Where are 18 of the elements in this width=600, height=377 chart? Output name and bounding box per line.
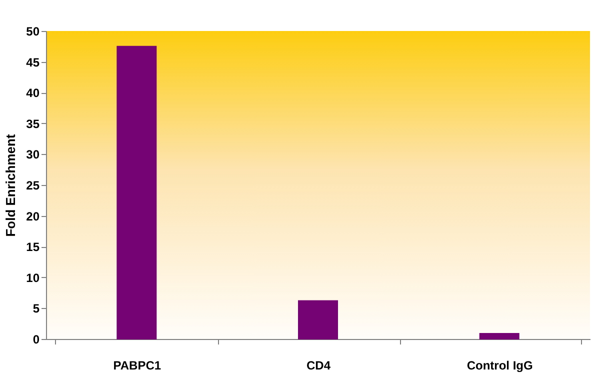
y-tick-label: 0 <box>32 332 40 346</box>
y-tick-label: 15 <box>26 240 40 254</box>
y-tick-label: 5 <box>32 302 40 316</box>
y-tick-label: 40 <box>26 86 40 100</box>
bar <box>116 46 157 340</box>
y-tick-label: 35 <box>26 116 40 131</box>
y-tick-label: 10 <box>26 270 40 285</box>
x-tick-label: PABPC1 <box>113 358 162 372</box>
y-tick-label: 30 <box>26 148 40 162</box>
y-tick-label: 45 <box>26 55 40 70</box>
y-tick-label: 25 <box>26 178 40 192</box>
x-tick-label: CD4 <box>306 358 331 372</box>
bar <box>298 300 338 340</box>
bar <box>479 332 520 340</box>
y-tick-label: 50 <box>26 24 40 38</box>
y-axis-title: Fold Enrichment <box>3 134 18 237</box>
x-tick-label: Control IgG <box>466 358 533 372</box>
y-tick-label: 20 <box>26 209 40 224</box>
